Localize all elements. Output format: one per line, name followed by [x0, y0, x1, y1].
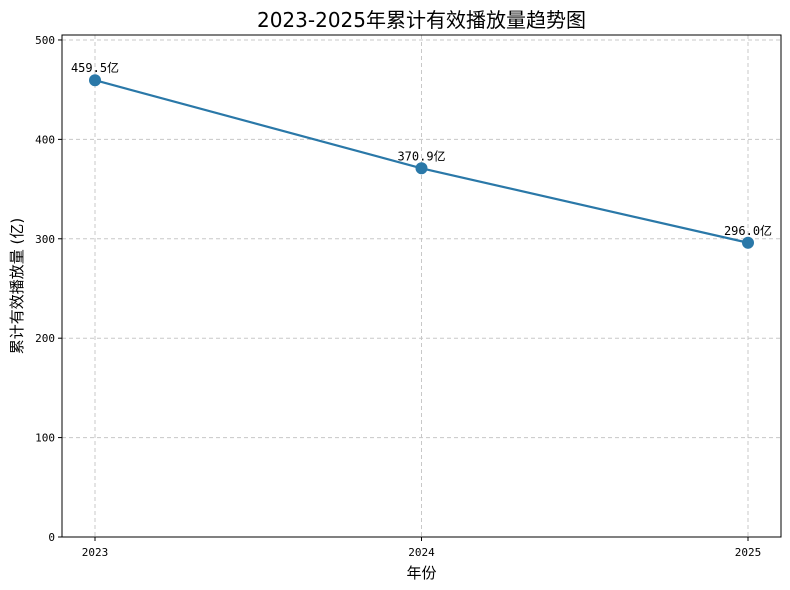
- series-layer: 459.5亿 370.9亿 296.0亿: [71, 60, 772, 249]
- x-tick-label: 2025: [735, 546, 762, 559]
- y-tick-label: 400: [35, 133, 55, 146]
- x-tick-label: 2024: [408, 546, 435, 559]
- x-axis-label: 年份: [406, 564, 436, 582]
- data-label: 296.0亿: [724, 223, 772, 238]
- x-tick-label: 2023: [82, 546, 109, 559]
- data-point: [89, 74, 101, 87]
- ticks-layer: 0 100 200 300 400 500 2023 2024 2025: [35, 34, 761, 559]
- y-tick-label: 200: [35, 332, 55, 345]
- y-tick-label: 100: [35, 432, 55, 445]
- grid-layer: [62, 35, 781, 538]
- y-tick-label: 500: [35, 34, 55, 47]
- data-point: [415, 162, 428, 175]
- data-point: [742, 236, 754, 249]
- plot-frame: [61, 34, 782, 538]
- chart-title: 2023-2025年累计有效播放量趋势图: [257, 8, 586, 32]
- data-label: 370.9亿: [397, 148, 445, 163]
- y-tick-label: 0: [48, 531, 55, 544]
- data-label: 459.5亿: [71, 60, 119, 75]
- y-axis-label: 累计有效播放量 (亿): [8, 218, 26, 354]
- y-tick-label: 300: [35, 233, 55, 246]
